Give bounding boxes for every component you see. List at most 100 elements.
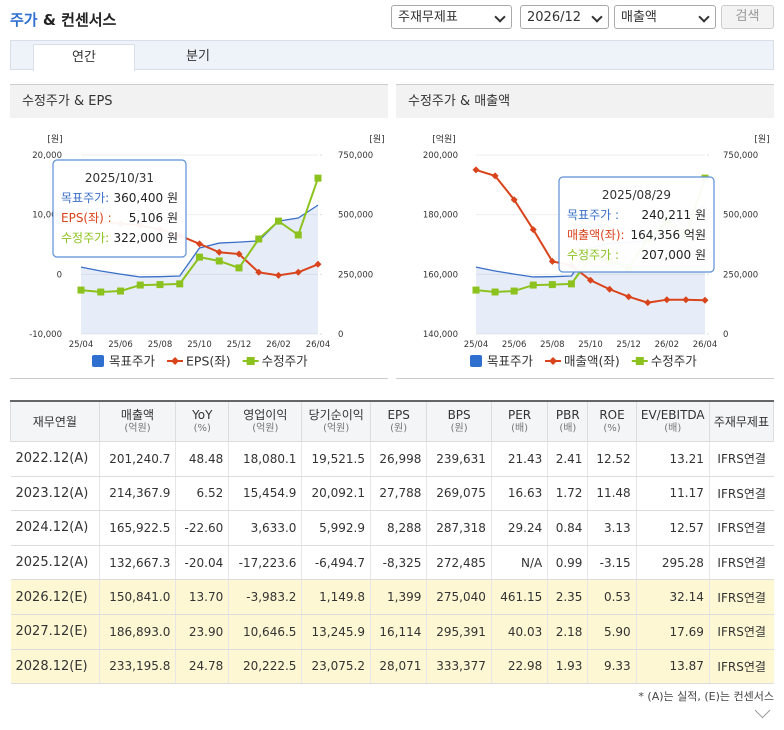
select-metric[interactable]: 매출액 [614, 5, 716, 29]
table-cell: 2022.12(A) [10, 441, 100, 477]
chart-title: 수정주가 & 매출액 [396, 84, 774, 118]
table-cell: 0.53 [587, 579, 637, 615]
point [682, 296, 690, 304]
table-cell: 3.13 [587, 510, 637, 546]
table-cell: 11.48 [587, 476, 637, 512]
point [275, 217, 282, 225]
table-cell: 12.52 [587, 441, 637, 477]
table-cell: IFRS연결 [708, 579, 774, 615]
tab-annual[interactable]: 연간 [33, 44, 135, 71]
point [97, 288, 105, 296]
table-cell: -6,494.7 [301, 545, 371, 581]
table-cell: 1.93 [547, 649, 588, 685]
column-name: 영업이익 [243, 407, 288, 422]
table-cell: 11.17 [635, 476, 710, 512]
x-tick-label: 25/12 [227, 340, 252, 350]
point [235, 264, 243, 272]
x-tick-label: 25/04 [464, 340, 489, 350]
x-tick-label: 25/10 [578, 340, 603, 350]
table-cell: 13,245.9 [301, 614, 371, 650]
point [275, 271, 282, 279]
table-cell: 1.72 [547, 476, 588, 512]
x-tick-label: 26/02 [266, 340, 291, 350]
table-cell: 5,992.9 [301, 510, 371, 546]
table-cell: 13.70 [175, 579, 229, 615]
point [196, 240, 203, 248]
legend-swatch [246, 357, 255, 365]
axis-unit: [원] [754, 134, 769, 145]
tab-quarter[interactable]: 분기 [186, 49, 210, 64]
table-cell: 275,040 [426, 579, 492, 615]
table-cell: IFRS연결 [708, 441, 774, 477]
column-header: 주재무제표 [708, 400, 775, 442]
column-name: EPS [387, 407, 410, 422]
column-unit: (억원) [323, 422, 350, 434]
table-cell: 20,222.5 [228, 649, 302, 685]
column-header: EV/EBITDA (배) [635, 400, 710, 442]
column-name: 매출액 [120, 407, 155, 422]
x-tick-label: 25/06 [108, 340, 133, 350]
legend-swatch [549, 357, 558, 365]
y2-tick-label: 750,000 [723, 151, 758, 161]
y-tick-label: 140,000 [423, 330, 458, 340]
column-name: BPS [447, 407, 471, 422]
x-tick-label: 25/08 [148, 340, 173, 350]
point [587, 276, 594, 284]
table-cell: 0.99 [547, 545, 588, 581]
legend-swatch [635, 357, 644, 365]
table-cell: 295.28 [635, 545, 710, 581]
column-name: PER [507, 407, 532, 422]
tab-bar [10, 40, 774, 70]
y2-tick-label: 500,000 [338, 211, 373, 221]
table-cell: IFRS연결 [708, 545, 774, 581]
tooltip-label: EPS(좌) : [61, 211, 112, 225]
point [77, 286, 85, 294]
table-cell: 8,288 [369, 510, 427, 546]
point [472, 166, 480, 174]
table-cell: 272,485 [426, 545, 492, 581]
tooltip-box [558, 176, 715, 273]
legend-swatch [92, 355, 104, 367]
table-cell: 0.84 [547, 510, 588, 546]
table-row: 2025.12(A) 132,667.3 -20.04 -17,223.6 -6,494… [10, 545, 774, 581]
point [294, 231, 302, 239]
tooltip-value: 5,106 원 [129, 211, 178, 225]
axis-unit: [억원] [432, 133, 456, 145]
point [625, 293, 633, 301]
area [81, 205, 318, 334]
select-period[interactable]: 2026/12 [520, 5, 609, 29]
table-cell: 40.03 [490, 614, 548, 650]
column-name: 주재무제표 [713, 414, 770, 429]
y-tick-label: 10,000 [32, 211, 62, 221]
legend-label: 목표주가 [487, 354, 534, 369]
y-tick-label: -10,000 [29, 330, 62, 340]
column-name: PBR [555, 407, 580, 422]
tooltip-box [52, 159, 187, 258]
table-cell: 2028.12(E) [10, 649, 100, 685]
table-cell: 15,454.9 [228, 476, 302, 512]
search-button[interactable]: 검색 [721, 5, 774, 29]
x-tick-label: 25/08 [540, 340, 565, 350]
point [548, 281, 556, 289]
table-cell: 17.69 [635, 614, 710, 650]
column-header: EPS (원) [369, 400, 428, 442]
table-cell: 2026.12(E) [10, 579, 100, 615]
x-tick-label: 25/12 [616, 340, 641, 350]
divider [396, 378, 774, 379]
point [314, 260, 322, 268]
table-cell: 27,788 [369, 476, 427, 512]
legend-swatch [171, 357, 180, 365]
table-cell: 295,391 [426, 614, 492, 650]
table-cell: -20.04 [175, 545, 229, 581]
expand-icon[interactable] [754, 702, 771, 719]
select-statement[interactable]: 주재무제표 [391, 5, 512, 29]
footnote: * (A)는 실적, (E)는 컨센서스 [638, 690, 774, 703]
y2-tick-label: 750,000 [338, 151, 373, 161]
point [491, 288, 499, 296]
table-cell: IFRS연결 [708, 649, 774, 685]
point [529, 281, 537, 289]
point [510, 287, 518, 295]
table-cell: 28,071 [369, 649, 427, 685]
column-header: 재무연월 [10, 400, 100, 442]
